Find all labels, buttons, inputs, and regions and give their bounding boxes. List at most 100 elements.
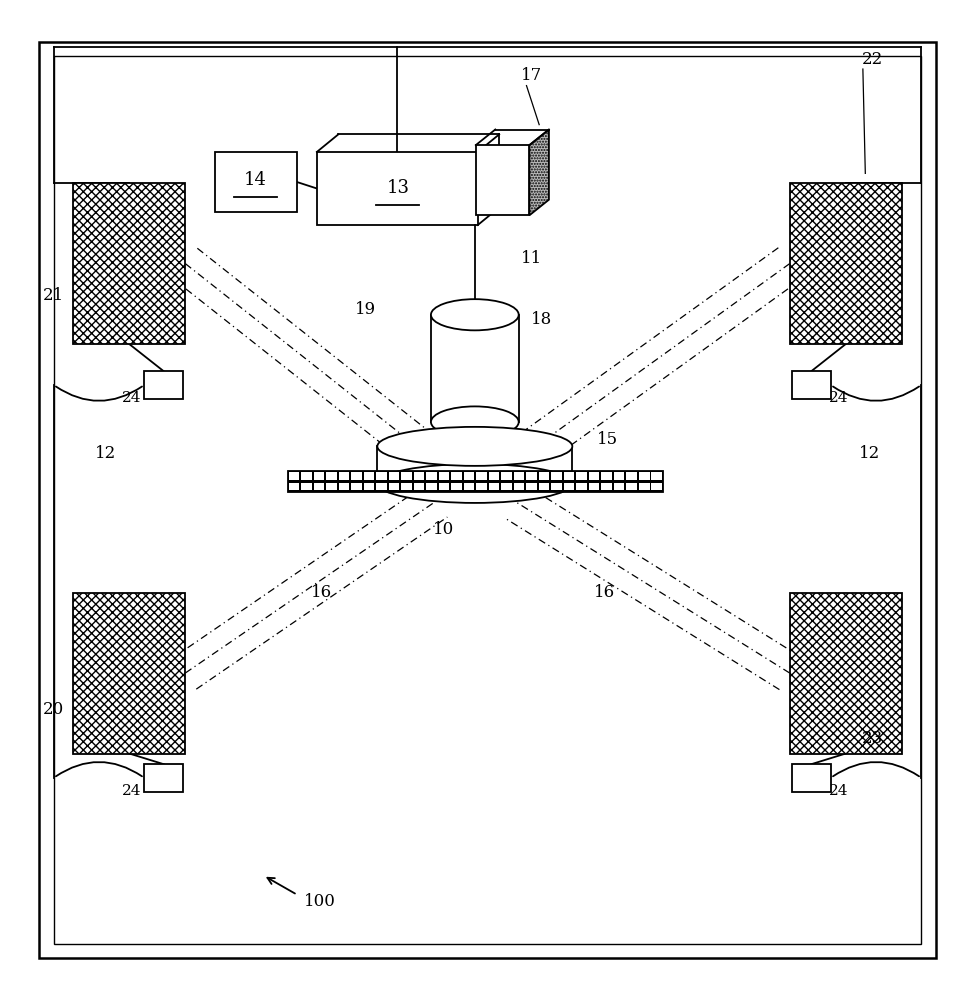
Bar: [792, 764, 831, 792]
Bar: [439, 472, 449, 480]
Bar: [413, 483, 424, 490]
Bar: [338, 483, 349, 490]
Text: 21: 21: [43, 287, 64, 304]
Bar: [602, 483, 612, 490]
Bar: [364, 483, 374, 490]
Bar: [792, 371, 831, 399]
Bar: [451, 483, 462, 490]
Bar: [389, 483, 400, 490]
Text: 17: 17: [521, 67, 542, 84]
Bar: [413, 472, 424, 480]
Bar: [326, 472, 336, 480]
Bar: [351, 483, 362, 490]
Bar: [464, 472, 475, 480]
Bar: [314, 483, 324, 490]
Bar: [576, 472, 587, 480]
Text: 13: 13: [386, 179, 410, 197]
Bar: [614, 483, 625, 490]
Bar: [501, 483, 512, 490]
Bar: [589, 472, 600, 480]
Bar: [476, 145, 529, 215]
Bar: [314, 472, 324, 480]
Ellipse shape: [431, 406, 519, 438]
Bar: [501, 472, 512, 480]
Bar: [539, 472, 550, 480]
Ellipse shape: [431, 299, 519, 330]
Bar: [539, 483, 550, 490]
Text: 24: 24: [829, 784, 848, 798]
Text: 23: 23: [862, 730, 883, 747]
Text: 24: 24: [829, 391, 848, 405]
Bar: [526, 483, 537, 490]
Bar: [214, 152, 297, 212]
Bar: [351, 472, 362, 480]
Polygon shape: [529, 129, 549, 215]
Bar: [377, 446, 572, 483]
Bar: [301, 483, 312, 490]
Text: 100: 100: [304, 893, 335, 910]
Text: 16: 16: [311, 584, 332, 601]
Bar: [288, 471, 663, 492]
Bar: [651, 483, 662, 490]
Bar: [364, 472, 374, 480]
Text: 19: 19: [355, 301, 376, 318]
Bar: [402, 483, 411, 490]
Ellipse shape: [377, 464, 572, 503]
Bar: [639, 483, 649, 490]
Bar: [426, 483, 437, 490]
Text: 11: 11: [521, 250, 542, 267]
Bar: [144, 371, 183, 399]
Text: 24: 24: [122, 391, 141, 405]
Bar: [626, 472, 637, 480]
Text: 14: 14: [244, 171, 267, 189]
Bar: [426, 472, 437, 480]
Bar: [431, 315, 519, 422]
Bar: [552, 472, 562, 480]
Bar: [790, 593, 902, 754]
Bar: [514, 483, 525, 490]
Bar: [488, 472, 499, 480]
Text: 20: 20: [43, 701, 64, 718]
Bar: [476, 472, 487, 480]
Bar: [602, 472, 612, 480]
Bar: [338, 472, 349, 480]
Text: 24: 24: [122, 784, 141, 798]
Text: 12: 12: [95, 445, 116, 462]
Text: 10: 10: [433, 521, 454, 538]
Bar: [514, 472, 525, 480]
Text: 22: 22: [862, 51, 883, 68]
Bar: [54, 56, 921, 944]
Bar: [464, 483, 475, 490]
Bar: [389, 472, 400, 480]
Text: 18: 18: [530, 311, 552, 328]
Bar: [589, 483, 600, 490]
Bar: [376, 472, 387, 480]
Text: 15: 15: [597, 431, 618, 448]
Bar: [651, 472, 662, 480]
Bar: [301, 472, 312, 480]
Text: 16: 16: [594, 584, 615, 601]
Bar: [576, 483, 587, 490]
Bar: [552, 483, 562, 490]
Bar: [73, 593, 185, 754]
Text: 12: 12: [859, 445, 880, 462]
Bar: [614, 472, 625, 480]
Bar: [289, 472, 299, 480]
Bar: [526, 472, 537, 480]
Bar: [376, 483, 387, 490]
Bar: [639, 472, 649, 480]
Bar: [317, 152, 478, 225]
Bar: [144, 764, 183, 792]
Bar: [451, 472, 462, 480]
Bar: [790, 183, 902, 344]
Bar: [476, 483, 487, 490]
Bar: [626, 483, 637, 490]
Ellipse shape: [377, 427, 572, 466]
Bar: [564, 483, 574, 490]
Bar: [289, 483, 299, 490]
Bar: [402, 472, 411, 480]
Bar: [73, 183, 185, 344]
Bar: [564, 472, 574, 480]
Bar: [488, 483, 499, 490]
Bar: [439, 483, 449, 490]
